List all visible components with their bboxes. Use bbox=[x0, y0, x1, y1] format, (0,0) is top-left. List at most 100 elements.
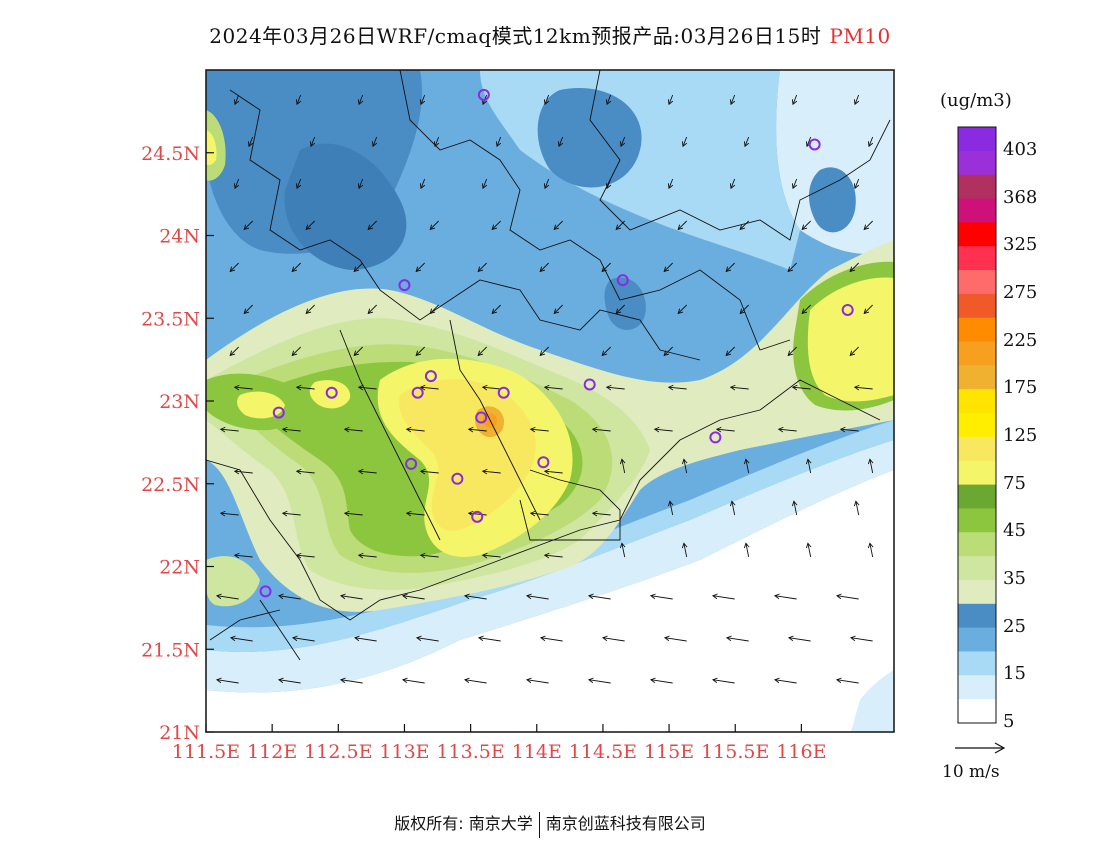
wind-arrow bbox=[357, 178, 364, 190]
colorbar-label: 275 bbox=[1003, 281, 1038, 303]
wind-arrow bbox=[277, 593, 301, 600]
wind-arrow bbox=[357, 94, 364, 106]
monitoring-site-marker bbox=[451, 472, 464, 485]
wind-arrow bbox=[481, 178, 488, 190]
wind-arrow bbox=[587, 593, 611, 600]
wind-arrow bbox=[667, 500, 674, 516]
colorbar-segment bbox=[958, 341, 996, 366]
wind-arrow bbox=[791, 178, 798, 190]
wind-arrow bbox=[787, 346, 797, 357]
wind-arrow bbox=[773, 677, 797, 684]
wind-arrow bbox=[725, 635, 749, 642]
wind-arrow bbox=[291, 262, 301, 273]
wind-vectors bbox=[215, 94, 874, 684]
colorbar-segment bbox=[958, 556, 996, 581]
wind-arrow bbox=[495, 136, 502, 148]
wind-arrow bbox=[215, 593, 239, 600]
lat-tick-label: 22N bbox=[159, 557, 200, 579]
lat-tick-label: 21.5N bbox=[141, 639, 200, 661]
wind-arrow bbox=[587, 677, 611, 684]
wind-arrow bbox=[295, 468, 315, 475]
wind-arrow bbox=[357, 552, 377, 559]
wind-arrow bbox=[295, 94, 302, 106]
wind-arrow bbox=[357, 384, 377, 391]
wind-arrow bbox=[419, 552, 439, 559]
wind-arrow bbox=[853, 384, 873, 391]
wind-arrow bbox=[229, 635, 253, 642]
wind-arrow bbox=[801, 220, 811, 231]
monitoring-site-marker bbox=[398, 279, 411, 292]
wind-arrow bbox=[401, 593, 425, 600]
wind-arrow bbox=[805, 458, 812, 474]
monitoring-sites bbox=[259, 88, 854, 598]
wind-arrow bbox=[429, 220, 439, 231]
wind-arrow bbox=[367, 304, 377, 315]
wind-arrow bbox=[219, 426, 239, 433]
wind-arrow bbox=[711, 677, 735, 684]
wind-arrow bbox=[849, 346, 859, 357]
wind-arrow bbox=[835, 593, 859, 600]
lon-tick-label: 114E bbox=[512, 741, 562, 763]
monitoring-site-marker bbox=[808, 138, 821, 151]
colorbar-segment bbox=[958, 389, 996, 414]
wind-arrow bbox=[491, 220, 501, 231]
wind-arrow bbox=[353, 262, 363, 273]
wind-arrow bbox=[853, 94, 860, 106]
lon-tick-label: 116E bbox=[776, 741, 826, 763]
wind-arrow bbox=[649, 677, 673, 684]
title-pollutant: PM10 bbox=[829, 24, 891, 48]
wind-arrow bbox=[477, 635, 501, 642]
wind-arrow bbox=[429, 304, 439, 315]
wind-arrow bbox=[539, 635, 563, 642]
wind-arrow bbox=[295, 552, 315, 559]
wind-arrow bbox=[667, 384, 687, 391]
colorbar-segment bbox=[958, 579, 996, 605]
wind-arrow bbox=[729, 178, 736, 190]
wind-arrow bbox=[539, 262, 549, 273]
wind-arrow bbox=[233, 552, 253, 559]
colorbar-label: 25 bbox=[1003, 615, 1026, 637]
wind-arrow bbox=[681, 458, 688, 474]
wind-arrow bbox=[481, 468, 501, 475]
copyright-footer: 版权所有: 南京大学 南京创蓝科技有限公司 bbox=[0, 810, 1100, 838]
wind-arrow bbox=[233, 384, 253, 391]
monitoring-site-marker bbox=[616, 274, 629, 287]
wind-arrow bbox=[867, 458, 874, 474]
wind-arrow bbox=[849, 262, 859, 273]
monitoring-site-marker bbox=[259, 585, 272, 598]
colorbar-segment bbox=[958, 150, 996, 176]
lon-tick-label: 115.5E bbox=[701, 741, 769, 763]
wind-arrow bbox=[863, 220, 873, 231]
colorbar-segment bbox=[958, 603, 996, 629]
wind-arrow bbox=[649, 593, 673, 600]
wind-arrow bbox=[529, 510, 549, 517]
wind-arrow bbox=[463, 593, 487, 600]
wind-arrow bbox=[667, 178, 674, 190]
wind-arrow bbox=[281, 510, 301, 517]
wind-arrow bbox=[867, 542, 874, 558]
colorbar-label: 5 bbox=[1003, 711, 1015, 732]
lat-tick-label: 24N bbox=[159, 226, 200, 248]
wind-arrow bbox=[233, 94, 240, 106]
wind-arrow bbox=[729, 94, 736, 106]
monitoring-site-marker bbox=[537, 456, 550, 469]
colorbar-segment bbox=[958, 651, 996, 676]
monitoring-site-marker bbox=[411, 386, 424, 399]
wind-arrow bbox=[339, 677, 363, 684]
wind-arrow bbox=[543, 178, 550, 190]
wind-arrow bbox=[281, 426, 301, 433]
wind-arrow bbox=[401, 677, 425, 684]
wind-arrow bbox=[305, 304, 315, 315]
colorbar-segment bbox=[958, 293, 996, 319]
wind-arrow bbox=[677, 220, 687, 231]
monitoring-site-marker bbox=[477, 88, 490, 101]
wind-arrow bbox=[591, 510, 611, 517]
wind-arrow bbox=[605, 178, 612, 190]
wind-arrow bbox=[553, 220, 563, 231]
colorbar-segment bbox=[958, 436, 996, 462]
wind-arrow bbox=[739, 220, 749, 231]
wind-arrow bbox=[867, 136, 874, 148]
colorbar-label: 45 bbox=[1003, 520, 1026, 542]
wind-arrow bbox=[667, 94, 674, 106]
